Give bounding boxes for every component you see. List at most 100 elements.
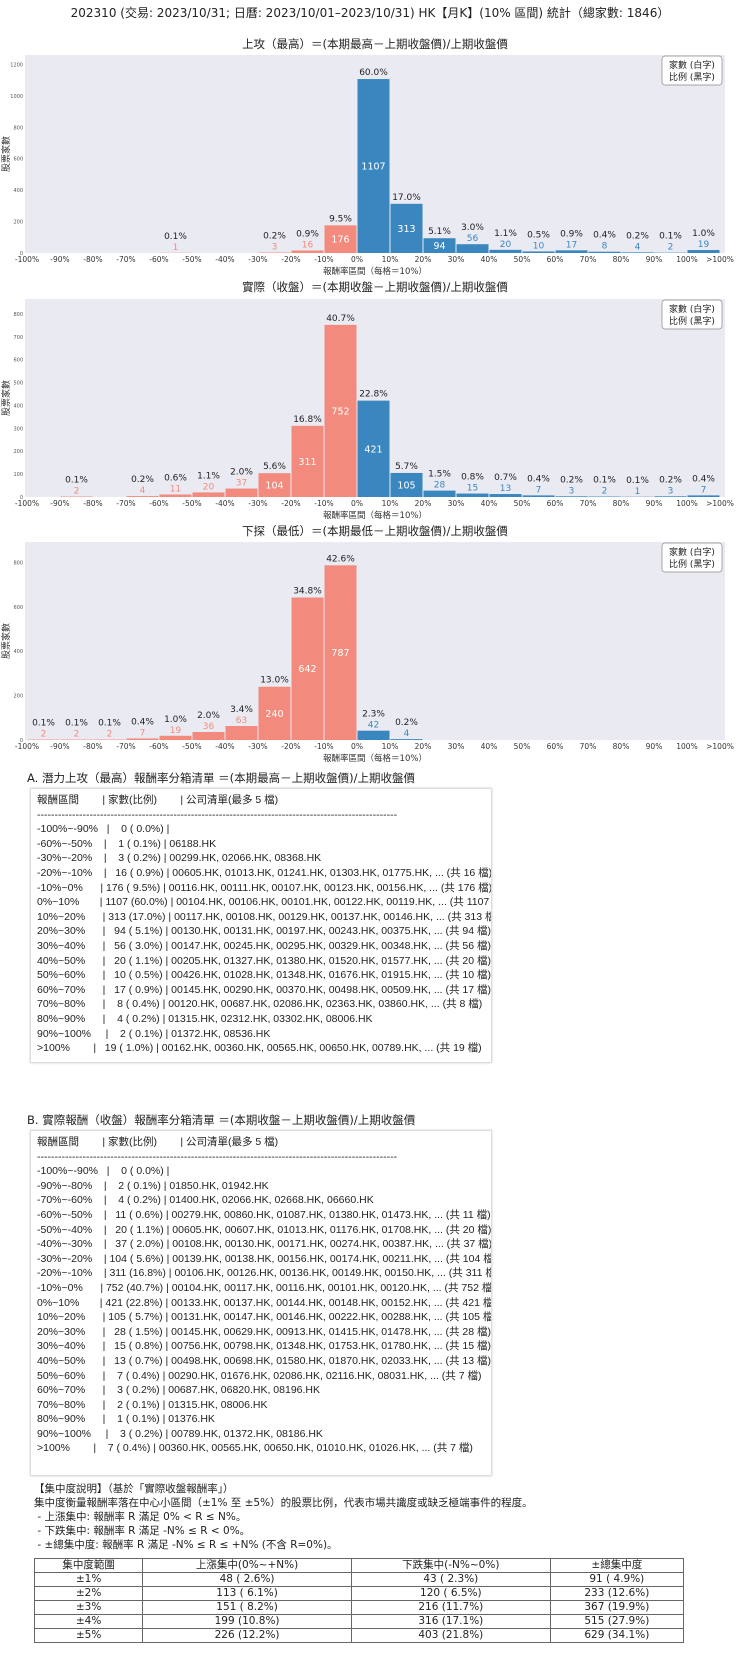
bar-count-label: 20: [203, 482, 215, 492]
bar: [324, 565, 357, 740]
x-tick-label: >100%: [706, 255, 734, 264]
y-tick-label: 200: [13, 220, 23, 226]
x-tick-label: 30%: [448, 499, 465, 508]
table-cell: 367 (19.9%): [549, 1600, 685, 1615]
table-cell: 316 (17.1%): [350, 1614, 551, 1629]
x-tick-label: 50%: [514, 499, 531, 508]
bar-percent-label: 0.1%: [593, 476, 616, 486]
list-item: -60%~-50% | 11 ( 0.6%) | 00279.HK, 00860…: [37, 1208, 491, 1221]
table-cell: 113 ( 6.1%): [142, 1586, 352, 1601]
bar-count-label: 2: [74, 487, 80, 497]
x-tick-label: -40%: [215, 255, 234, 264]
bar-count-label: 2: [668, 243, 674, 253]
x-tick-label: -80%: [83, 255, 102, 264]
legend-entry: 比例 (黑字): [669, 71, 715, 83]
x-tick-label: 40%: [481, 255, 498, 264]
table-cell: 43 ( 2.3%): [350, 1572, 551, 1587]
bar-count-label: 4: [140, 486, 146, 496]
x-tick-label: -10%: [314, 499, 333, 508]
list-item: -60%~-50% | 1 ( 0.1%) | 06188.HK: [37, 837, 217, 850]
bar-count-label: 2: [602, 487, 608, 497]
x-tick-label: 90%: [646, 255, 663, 264]
column-header: 下跌集中(-N%~0%): [350, 1558, 551, 1573]
bar: [522, 251, 555, 253]
bar-count-label: 8: [602, 242, 608, 252]
bar-count-label: 3: [668, 486, 674, 496]
table-cell: 515 (27.9%): [549, 1614, 685, 1629]
list-item: 0%~10% | 421 (22.8%) | 00133.HK, 00137.H…: [37, 1296, 492, 1309]
bar-count-label: 421: [364, 444, 382, 455]
table-row: ±5% 226 (12.2%) 403 (21.8%) 629 (34.1%): [33, 1628, 685, 1643]
legend-entry: 比例 (黑字): [669, 315, 715, 327]
bar: [687, 250, 720, 253]
table-cell: 403 (21.8%): [350, 1628, 551, 1643]
bar-percent-label: 0.2%: [659, 475, 682, 485]
list-item: 60%~70% | 3 ( 0.2%) | 00687.HK, 06820.HK…: [37, 1384, 320, 1397]
x-tick-label: -30%: [248, 742, 267, 751]
x-tick-label: -50%: [182, 255, 201, 264]
x-tick-label: -90%: [50, 255, 69, 264]
x-tick-label: -60%: [149, 742, 168, 751]
x-tick-label: -40%: [215, 499, 234, 508]
list-item: 70%~80% | 8 ( 0.4%) | 00120.HK, 00687.HK…: [37, 998, 483, 1011]
x-tick-label: -60%: [149, 255, 168, 264]
bar: [192, 732, 225, 740]
y-tick-label: 400: [13, 403, 23, 409]
bar: [159, 735, 192, 740]
y-tick-label: 200: [13, 694, 23, 700]
table-cell: 233 (12.6%): [549, 1586, 685, 1601]
list-item: >100% | 19 ( 1.0%) | 00162.HK, 00360.HK,…: [37, 1042, 482, 1055]
explanation-line: - ±總集中度: 報酬率 R 滿足 -N% ≤ R ≤ +N% (不含 R=0%…: [34, 1539, 338, 1551]
bar-count-label: 176: [331, 235, 349, 246]
y-tick-label: 600: [13, 605, 23, 611]
y-tick-label: 1200: [10, 62, 23, 68]
x-tick-label: -100%: [15, 255, 39, 264]
bar: [390, 739, 423, 740]
bar: [126, 496, 159, 497]
list-item: -70%~-60% | 4 ( 0.2%) | 01400.HK, 02066.…: [37, 1194, 374, 1207]
bar: [225, 726, 258, 740]
bar-count-label: 1: [635, 487, 641, 497]
x-tick-label: 70%: [580, 742, 597, 751]
bar-percent-label: 1.0%: [692, 229, 715, 239]
list-item: -30%~-20% | 3 ( 0.2%) | 00299.HK, 02066.…: [37, 852, 322, 865]
y-tick-label: 400: [13, 188, 23, 194]
x-tick-label: 80%: [613, 499, 630, 508]
x-tick-label: 80%: [613, 742, 630, 751]
table-header-row: 集中度範圍 上漲集中(0%~+N%) 下跌集中(-N%~0%) ±總集中度: [33, 1558, 685, 1573]
list-b-title: B. 實際報酬（收盤）報酬率分箱清單 ＝(本期收盤－上期收盤價)/上期收盤價: [27, 1113, 416, 1127]
bar: [324, 324, 357, 497]
bar-percent-label: 0.1%: [98, 719, 121, 729]
bar: [324, 225, 357, 253]
y-tick-label: 300: [13, 426, 23, 432]
bar-count-label: 19: [698, 240, 710, 250]
bar-count-label: 4: [404, 729, 410, 739]
list-item: 20%~30% | 94 ( 5.1%) | 00130.HK, 00131.H…: [37, 925, 492, 938]
list-item: -10%~0% | 752 (40.7%) | 00104.HK, 00117.…: [37, 1281, 492, 1294]
x-tick-label: 20%: [415, 255, 432, 264]
list-item: -50%~-40% | 20 ( 1.1%) | 00605.HK, 00607…: [37, 1223, 492, 1236]
legend-entry: 家數 (白字): [669, 59, 715, 71]
bar-percent-label: 0.4%: [692, 474, 715, 484]
bar-percent-label: 0.1%: [626, 476, 649, 486]
bar-count-label: 19: [170, 726, 182, 736]
x-tick-label: -90%: [50, 499, 69, 508]
bar-count-label: 3: [272, 243, 278, 253]
x-tick-label: -20%: [281, 742, 300, 751]
bar-percent-label: 22.8%: [359, 390, 388, 400]
x-tick-label: -30%: [248, 499, 267, 508]
bar-count-label: 7: [140, 728, 146, 738]
x-tick-label: -70%: [116, 499, 135, 508]
column-header: ±總集中度: [549, 1558, 685, 1573]
bar-percent-label: 2.3%: [362, 710, 385, 720]
bar-count-label: 63: [236, 716, 247, 726]
list-item: 60%~70% | 17 ( 0.9%) | 00145.HK, 00290.H…: [37, 983, 492, 996]
bar-percent-label: 60.0%: [359, 68, 388, 78]
list-divider: ----------------------------------------…: [37, 1150, 398, 1163]
list-item: 90%~100% | 2 ( 0.1%) | 01372.HK, 08536.H…: [37, 1027, 271, 1040]
bar-count-label: 17: [566, 240, 577, 250]
legend: 家數 (白字)比例 (黑字): [661, 542, 723, 573]
bar-count-label: 2: [107, 730, 113, 740]
bar-percent-label: 0.1%: [65, 719, 88, 729]
bar-count-label: 16: [302, 240, 314, 250]
